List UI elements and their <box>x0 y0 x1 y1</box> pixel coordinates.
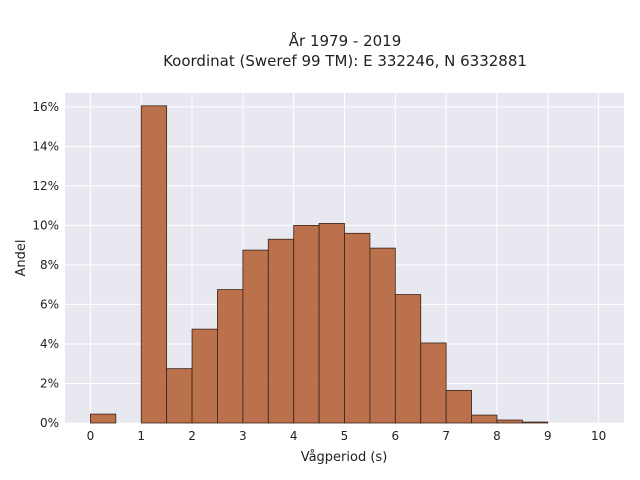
histogram-bar <box>394 294 422 424</box>
histogram-bar <box>471 414 498 424</box>
histogram-bar <box>242 249 269 424</box>
histogram-bars <box>90 105 549 424</box>
y-axis-label: Andel <box>14 240 29 277</box>
y-axis-ticks: 0% 2% 4% 6% 8% 10% 12% 14% 16% <box>32 100 59 430</box>
x-tick-label: 4 <box>290 429 298 443</box>
x-tick-label: 2 <box>188 429 196 443</box>
y-tick-label: 6% <box>40 297 59 311</box>
y-tick-label: 12% <box>32 179 59 193</box>
histogram-bar <box>166 368 193 424</box>
histogram-bar <box>420 342 447 424</box>
histogram-bar <box>293 224 320 424</box>
histogram-bar <box>445 389 472 424</box>
x-tick-label: 7 <box>442 429 450 443</box>
x-tick-label: 1 <box>137 429 145 443</box>
y-tick-label: 16% <box>32 100 59 114</box>
histogram-bar <box>140 105 168 424</box>
x-tick-label: 6 <box>391 429 399 443</box>
histogram-bar <box>267 238 295 424</box>
histogram-bar <box>344 232 371 424</box>
x-axis-ticks: 0 1 2 3 4 5 6 7 8 9 10 <box>87 429 607 443</box>
y-tick-label: 0% <box>40 416 59 430</box>
histogram-bar <box>318 223 345 424</box>
x-tick-label: 10 <box>591 429 606 443</box>
histogram-bar <box>521 421 549 424</box>
x-tick-label: 3 <box>239 429 247 443</box>
chart-title-line-1: År 1979 - 2019 <box>289 31 402 50</box>
y-tick-label: 10% <box>32 218 59 232</box>
histogram-bar <box>90 413 117 424</box>
x-tick-label: 9 <box>544 429 552 443</box>
chart-title-line-2: Koordinat (Sweref 99 TM): E 332246, N 63… <box>163 52 527 70</box>
histogram-bar <box>369 247 396 424</box>
x-tick-label: 0 <box>87 429 95 443</box>
y-tick-label: 2% <box>40 376 59 390</box>
histogram-bar <box>191 328 218 424</box>
x-tick-label: 8 <box>493 429 501 443</box>
histogram-bar <box>496 419 523 424</box>
histogram-bar <box>217 289 244 424</box>
y-tick-label: 14% <box>32 139 59 153</box>
x-axis-label: Vågperiod (s) <box>301 450 388 465</box>
x-tick-label: 5 <box>341 429 349 443</box>
y-tick-label: 4% <box>40 337 59 351</box>
y-tick-label: 8% <box>40 258 59 272</box>
